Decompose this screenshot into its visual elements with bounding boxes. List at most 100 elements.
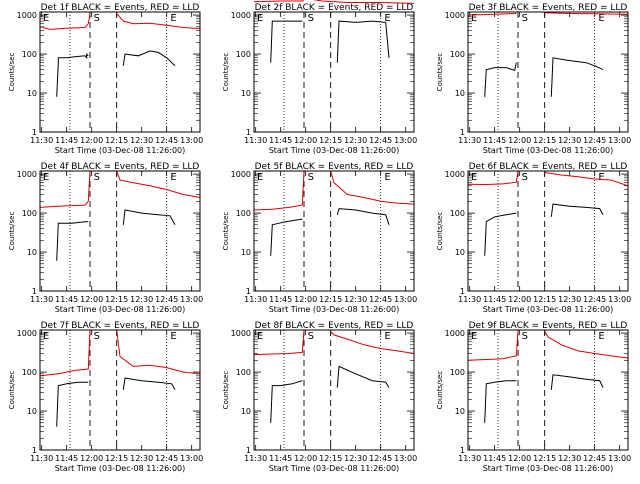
y-tick-label: 100 [450, 50, 465, 59]
x-tick-label: 12:30 [130, 454, 153, 463]
series-line-events [336, 20, 390, 63]
marker-label: S [522, 172, 528, 183]
marker-label: E [384, 172, 390, 183]
x-tick-label: 12:15 [319, 136, 342, 145]
y-tick-label: 10 [241, 248, 251, 257]
y-tick-label: 1 [246, 128, 251, 137]
x-axis-label: Start Time (03-Dec-08 11:26:00) [483, 146, 614, 155]
marker-label: E [598, 172, 604, 183]
x-tick-label: 12:30 [344, 136, 367, 145]
x-tick-label: 12:15 [533, 295, 556, 304]
series-line-lld [467, 329, 519, 361]
marker-label: S [308, 13, 314, 24]
panel-det-3: Det 3f BLACK = Events, RED = LLD 1 10 100 10… [436, 3, 631, 155]
x-tick-label: 11:45 [269, 136, 292, 145]
y-tick-label: 1 [32, 287, 37, 296]
x-tick-label: 12:15 [105, 454, 128, 463]
series-line-lld [544, 12, 629, 15]
x-tick-label: 13:00 [394, 136, 417, 145]
y-tick-label: 100 [22, 50, 37, 59]
marker-label: E [471, 331, 477, 342]
panel-title: Det 5f BLACK = Events, RED = LLD [255, 162, 414, 172]
y-axis-label: Counts/sec [436, 371, 444, 410]
y-tick-label: 1 [246, 287, 251, 296]
x-axis-label: Start Time (03-Dec-08 11:26:00) [483, 305, 614, 314]
x-tick-label: 12:00 [294, 454, 317, 463]
marker-label: E [43, 331, 49, 342]
series-line-events [270, 20, 303, 63]
plot-frame [467, 329, 629, 451]
x-tick-label: 12:45 [155, 136, 178, 145]
y-axis-label: Counts/sec [8, 53, 16, 92]
y-tick-label: 100 [22, 368, 37, 377]
series-line-events [56, 52, 89, 97]
series-line-events [484, 62, 517, 97]
panel-title: Det 1f BLACK = Events, RED = LLD [41, 3, 200, 13]
series-line-events [484, 380, 517, 423]
x-tick-label: 11:45 [483, 454, 506, 463]
x-tick-label: 11:45 [483, 295, 506, 304]
series-line-lld [312, 0, 415, 4]
panel-title: Det 8f BLACK = Events, RED = LLD [255, 321, 414, 331]
x-tick-label: 11:30 [30, 295, 53, 304]
panel-title: Det 2f BLACK = Events, RED = LLD [255, 3, 414, 13]
y-axis-label: Counts/sec [222, 212, 230, 251]
marker-label: S [94, 331, 100, 342]
x-tick-label: 11:30 [30, 454, 53, 463]
y-tick-label: 1000 [445, 170, 465, 179]
y-tick-label: 100 [450, 368, 465, 377]
marker-label: S [94, 13, 100, 24]
x-tick-label: 12:15 [533, 136, 556, 145]
x-tick-label: 12:00 [508, 136, 531, 145]
x-tick-label: 12:00 [80, 136, 103, 145]
x-tick-label: 12:30 [558, 454, 581, 463]
x-tick-label: 11:45 [269, 454, 292, 463]
marker-label: E [170, 172, 176, 183]
x-tick-label: 11:30 [458, 295, 481, 304]
x-tick-label: 12:45 [583, 295, 606, 304]
x-tick-label: 12:00 [294, 295, 317, 304]
x-tick-label: 12:15 [533, 454, 556, 463]
x-tick-label: 11:45 [55, 136, 78, 145]
x-tick-label: 12:00 [80, 454, 103, 463]
marker-label: E [598, 13, 604, 24]
plot-frame [253, 329, 415, 451]
series-line-lld [253, 170, 305, 211]
panel-title: Det 6f BLACK = Events, RED = LLD [469, 162, 628, 172]
y-tick-label: 1000 [231, 329, 251, 338]
panel-det-4: Det 4f BLACK = Events, RED = LLD 1 10 100 10… [8, 162, 203, 314]
x-axis-label: Start Time (03-Dec-08 11:26:00) [55, 464, 186, 473]
plot-frame [253, 11, 415, 133]
series-line-lld [39, 13, 91, 30]
x-tick-label: 13:00 [180, 454, 203, 463]
marker-label: E [384, 331, 390, 342]
y-tick-label: 1000 [231, 11, 251, 20]
marker-label: E [471, 13, 477, 24]
marker-label: E [170, 13, 176, 24]
marker-label: E [384, 13, 390, 24]
x-axis-label: Start Time (03-Dec-08 11:26:00) [483, 464, 614, 473]
series-line-events [122, 50, 176, 67]
plot-frame [39, 11, 201, 133]
marker-label: S [308, 331, 314, 342]
x-tick-label: 12:45 [369, 136, 392, 145]
x-tick-label: 13:00 [608, 136, 631, 145]
series-line-lld [39, 329, 91, 377]
y-tick-label: 100 [236, 209, 251, 218]
y-tick-label: 100 [22, 209, 37, 218]
y-tick-label: 1 [460, 446, 465, 455]
x-tick-label: 11:45 [269, 295, 292, 304]
y-tick-label: 1000 [231, 170, 251, 179]
series-line-events [56, 221, 89, 261]
plot-frame [467, 11, 629, 133]
plot-frame [39, 170, 201, 292]
y-tick-label: 100 [236, 50, 251, 59]
x-tick-label: 12:45 [155, 295, 178, 304]
y-tick-label: 1 [246, 446, 251, 455]
x-tick-label: 12:30 [344, 454, 367, 463]
series-line-events [270, 218, 303, 256]
plot-frame [467, 170, 629, 292]
y-tick-label: 10 [455, 89, 465, 98]
series-line-events [56, 381, 89, 427]
x-tick-label: 12:00 [80, 295, 103, 304]
